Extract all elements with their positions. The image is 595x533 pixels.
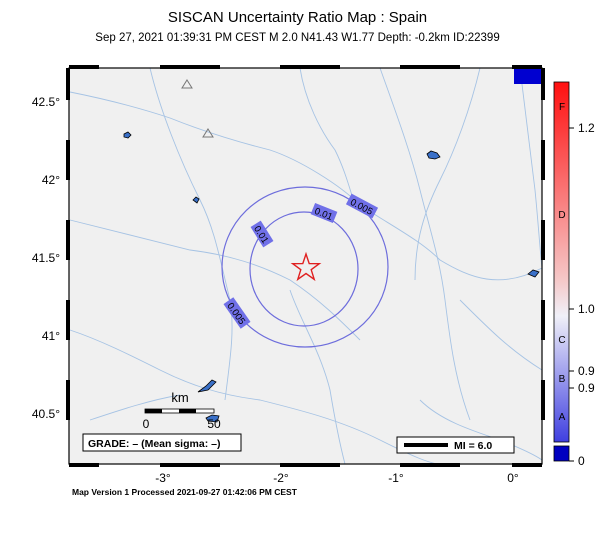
colorbar-grade: C	[558, 335, 565, 346]
scale-unit: km	[171, 390, 188, 405]
page-title: SISCAN Uncertainty Ratio Map : Spain	[167, 9, 428, 26]
colorbar-value: 0	[578, 454, 585, 468]
colorbar-value: 1.0	[578, 302, 595, 316]
star-icon	[290, 251, 322, 282]
lon-tick-label: -3°	[155, 471, 171, 485]
colorbar-value: 1.2	[578, 121, 595, 135]
footer-version: Map Version 1 Processed 2021-09-27 01:42…	[72, 487, 297, 497]
contour-inner	[249, 211, 359, 327]
lat-tick-label: 42°	[42, 173, 60, 187]
lat-tick-label: 40.5°	[32, 407, 60, 421]
svg-text:GRADE: – (Mean sigma: –): GRADE: – (Mean sigma: –)	[88, 438, 220, 450]
lat-tick-label: 42.5°	[32, 95, 60, 109]
scale-min: 0	[143, 417, 150, 431]
uncertainty-contours	[221, 186, 389, 348]
colorbar-grade: B	[559, 374, 566, 385]
lon-tick-label: -2°	[273, 471, 289, 485]
mi-legend: MI = 6.0	[396, 436, 515, 454]
colorbar-grade: F	[559, 102, 565, 113]
reservoirs	[123, 131, 540, 423]
colorbar: F D C B A 1.2 1.0 0.9 0.9 0	[553, 81, 595, 468]
colorbar-grade: A	[559, 412, 566, 423]
colorbar-bottom-swatch	[553, 445, 570, 462]
event-subtitle: Sep 27, 2021 01:39:31 PM CEST M 2.0 N41.…	[95, 32, 500, 44]
scale-bar: km 0 50	[143, 390, 221, 431]
scale-max: 50	[207, 417, 221, 431]
station-markers	[181, 79, 214, 138]
contour-outer	[221, 186, 389, 348]
lon-tick-label: -1°	[388, 471, 404, 485]
corner-marker	[514, 68, 542, 84]
colorbar-value: 0.9	[578, 364, 595, 378]
lat-tick-label: 41°	[42, 329, 60, 343]
station-triangle-icon	[202, 128, 214, 138]
lon-tick-label: 0°	[507, 471, 519, 485]
grade-box: GRADE: – (Mean sigma: –)	[82, 433, 242, 452]
svg-text:MI = 6.0: MI = 6.0	[454, 440, 492, 452]
station-triangle-icon	[181, 79, 193, 89]
colorbar-grade: D	[558, 210, 565, 221]
rivers	[69, 68, 542, 464]
lat-tick-label: 41.5°	[32, 251, 60, 265]
frame-ticks	[66, 65, 545, 467]
colorbar-value: 0.9	[578, 381, 595, 395]
